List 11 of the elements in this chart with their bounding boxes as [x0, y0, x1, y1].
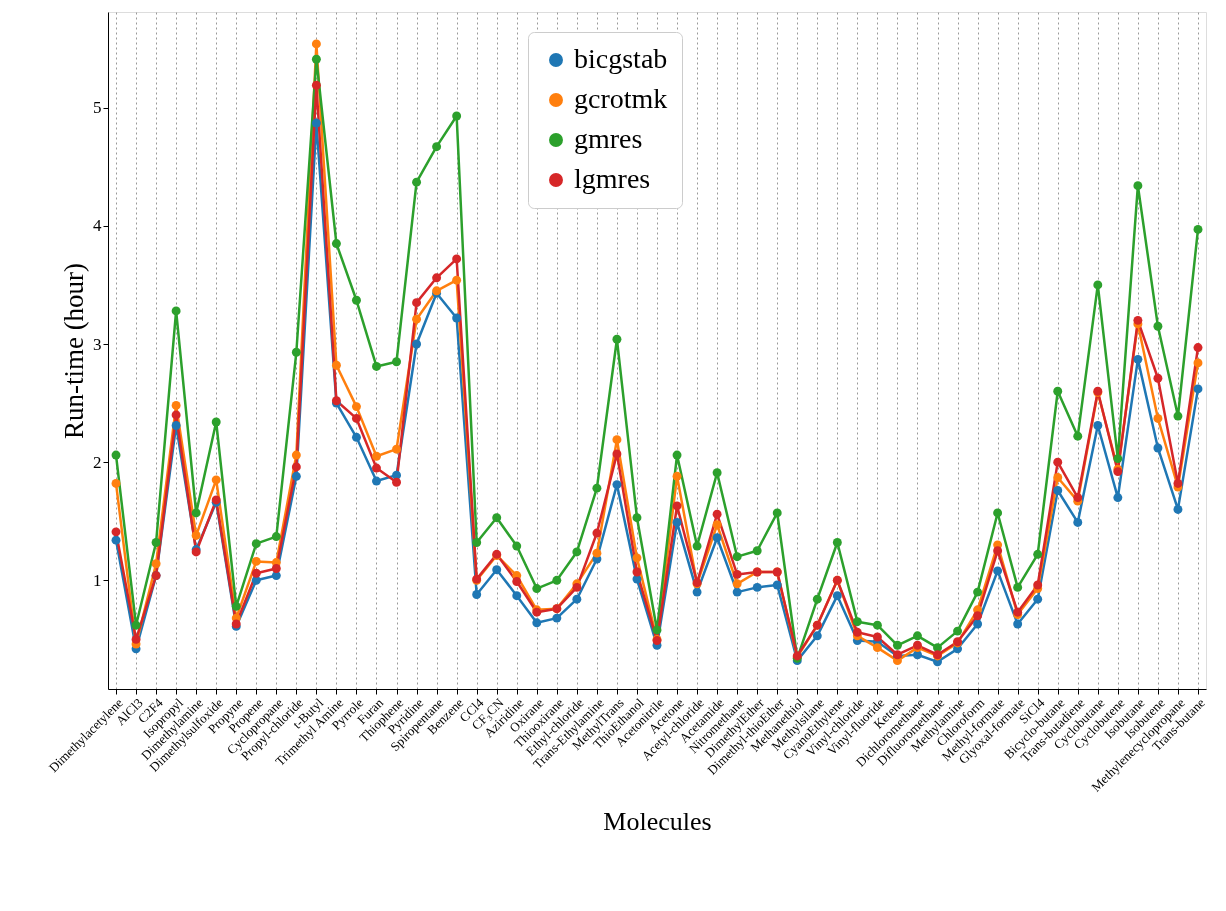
y-tick-label: 3	[93, 334, 102, 354]
legend-label: bicgstab	[574, 43, 668, 74]
x-axis-title: Molecules	[603, 806, 712, 836]
legend-label: gcrotmk	[574, 83, 668, 114]
y-axis-title: Run-time (hour)	[59, 262, 89, 440]
y-tick-label: 2	[93, 452, 102, 472]
legend-label: lgmres	[574, 163, 651, 194]
y-tick-label: 1	[93, 570, 102, 590]
y-tick-label: 5	[93, 98, 102, 118]
y-tick-label: 4	[93, 216, 102, 236]
legend-label: gmres	[574, 123, 643, 154]
